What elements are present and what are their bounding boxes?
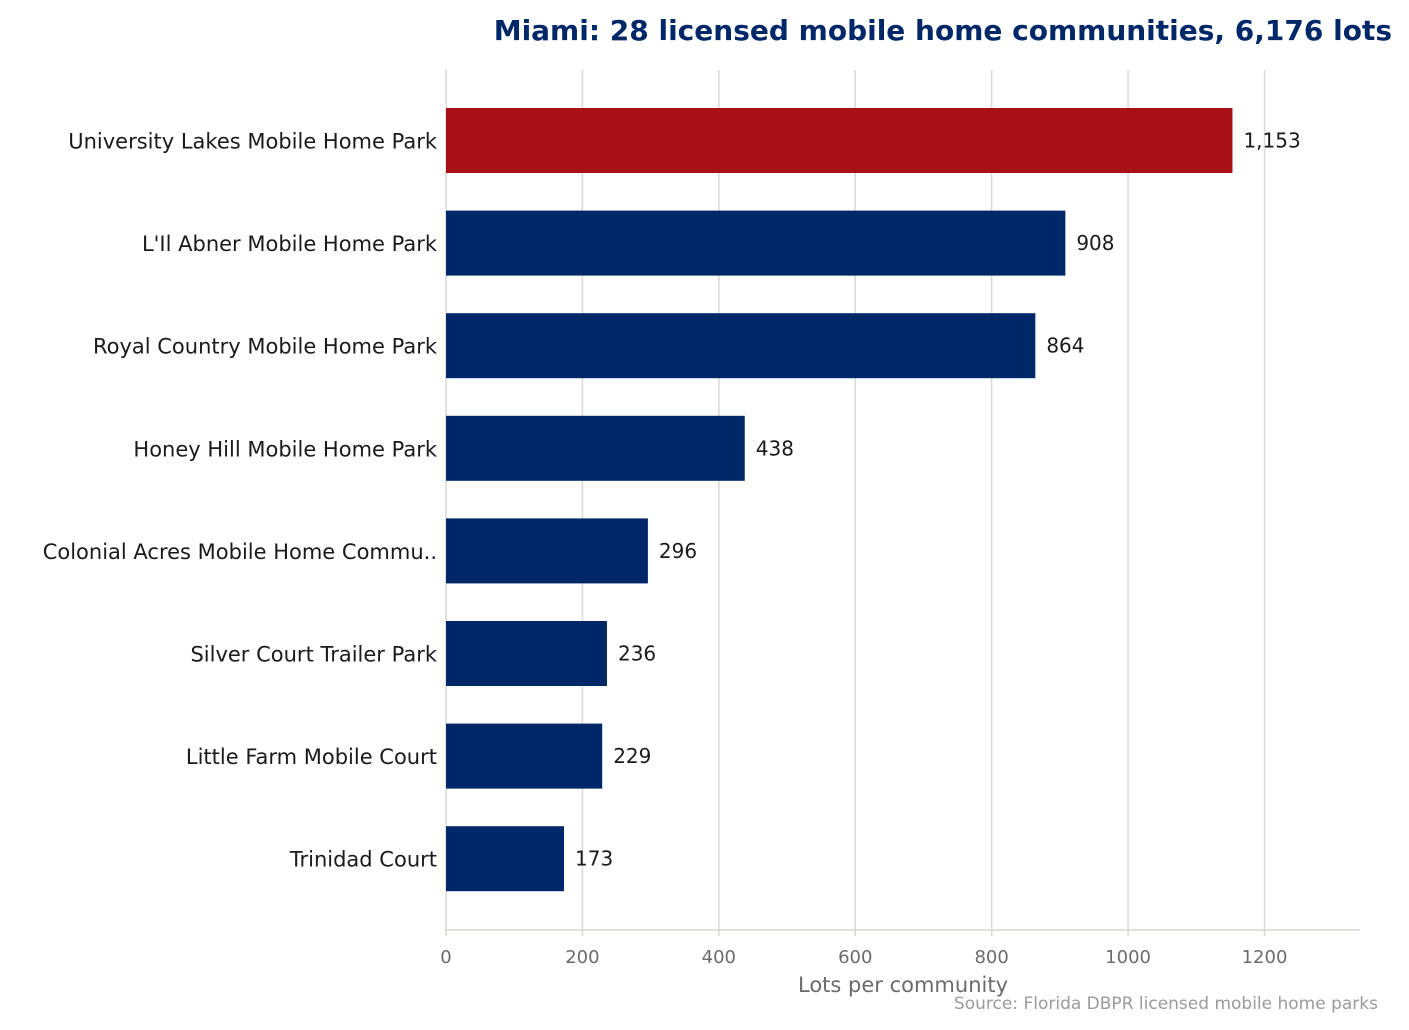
bar <box>446 108 1233 173</box>
category-label: Honey Hill Mobile Home Park <box>133 437 437 461</box>
category-label: Royal Country Mobile Home Park <box>93 335 438 359</box>
category-label: University Lakes Mobile Home Park <box>68 130 438 154</box>
value-label: 438 <box>756 436 794 460</box>
bar <box>446 518 648 584</box>
value-label: 229 <box>613 744 651 768</box>
gridlines <box>445 70 1266 930</box>
bar <box>446 210 1066 276</box>
value-label: 1,153 <box>1243 129 1300 153</box>
category-label: Little Farm Mobile Court <box>186 745 437 769</box>
value-labels: 1,153 908 864 438 296 236 229 173 <box>575 129 1301 871</box>
value-label: 864 <box>1046 334 1084 358</box>
category-label: L'Il Abner Mobile Home Park <box>142 232 438 256</box>
x-tick-label: 400 <box>702 947 736 968</box>
x-tick-label: 800 <box>974 947 1008 968</box>
category-labels: University Lakes Mobile Home Park L'Il Ab… <box>43 130 438 872</box>
x-tick-label: 1000 <box>1105 947 1151 968</box>
bars <box>446 108 1233 892</box>
source-note: Source: Florida DBPR licensed mobile hom… <box>954 994 1378 1014</box>
bar <box>446 313 1036 379</box>
value-label: 296 <box>659 539 697 563</box>
x-tick-label: 0 <box>440 947 451 968</box>
category-label: Trinidad Court <box>289 848 437 872</box>
bar <box>446 415 745 481</box>
x-axis-ticks: 0 200 400 600 800 1000 1200 <box>440 930 1287 968</box>
x-tick-label: 600 <box>838 947 872 968</box>
x-axis-title: Lots per community <box>798 973 1008 997</box>
category-label: Silver Court Trailer Park <box>190 643 437 667</box>
bar <box>446 826 565 892</box>
x-tick-label: 1200 <box>1242 947 1288 968</box>
value-label: 236 <box>618 642 656 666</box>
bar <box>446 621 607 686</box>
chart-title: Miami: 28 licensed mobile home communiti… <box>494 14 1392 47</box>
value-label: 908 <box>1076 231 1114 255</box>
value-label: 173 <box>575 847 613 871</box>
x-tick-label: 200 <box>565 947 599 968</box>
bar <box>446 723 603 789</box>
category-label: Colonial Acres Mobile Home Commu.. <box>43 540 437 564</box>
